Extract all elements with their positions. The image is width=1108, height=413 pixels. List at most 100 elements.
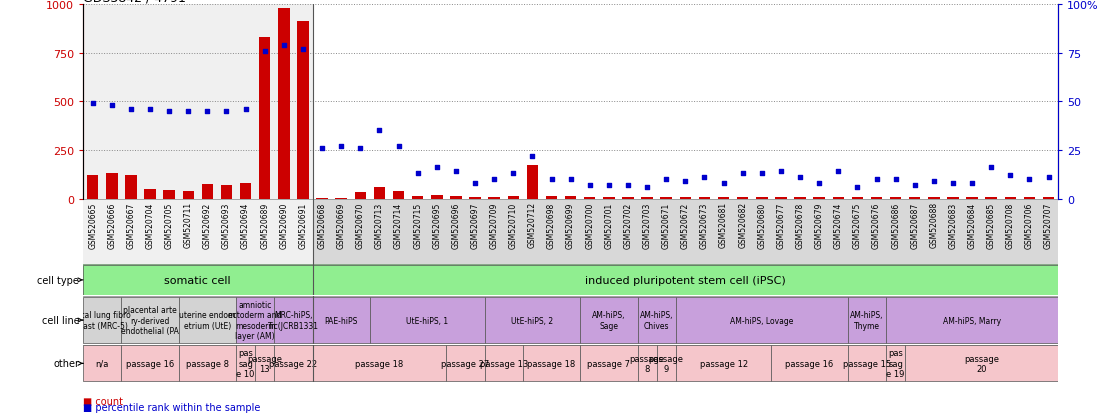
Point (753, 171, 771, 177)
Bar (236, 346, 255, 381)
Bar (312, 265, 1058, 296)
Text: somatic cell: somatic cell (164, 275, 232, 285)
Text: GSM520698: GSM520698 (547, 202, 556, 248)
Text: ■ percentile rank within the sample: ■ percentile rank within the sample (83, 402, 260, 412)
Bar (985, 197, 997, 199)
Text: GSM520709: GSM520709 (490, 202, 499, 248)
Bar (852, 197, 863, 199)
Text: GSM520668: GSM520668 (318, 202, 327, 248)
Bar (373, 188, 386, 199)
Text: GSM520706: GSM520706 (1025, 202, 1034, 248)
Bar (450, 197, 462, 199)
Bar (584, 197, 595, 199)
Text: PAE-hiPS: PAE-hiPS (325, 316, 358, 325)
Point (791, 174, 809, 181)
Bar (623, 197, 634, 199)
Point (543, 176, 561, 183)
Bar (776, 197, 787, 199)
Point (370, 128, 388, 135)
Point (332, 143, 350, 150)
Point (772, 169, 790, 175)
Bar (122, 346, 178, 381)
Text: passage 8: passage 8 (186, 359, 229, 368)
Text: pas
sag
e 19: pas sag e 19 (886, 349, 905, 378)
Text: UtE-hiPS, 2: UtE-hiPS, 2 (511, 316, 553, 325)
Point (849, 184, 866, 191)
Point (868, 176, 885, 183)
Point (1020, 176, 1038, 183)
Text: GSM520665: GSM520665 (89, 202, 98, 248)
Bar (275, 346, 312, 381)
Point (715, 180, 732, 187)
Text: GSM520697: GSM520697 (471, 202, 480, 248)
Point (161, 109, 178, 115)
Point (638, 184, 656, 191)
Bar (966, 197, 978, 199)
Bar (718, 197, 729, 199)
Bar (106, 174, 117, 199)
Point (390, 143, 408, 150)
Text: passage
8: passage 8 (629, 354, 665, 373)
Bar (484, 297, 581, 343)
Text: uterine endom
etrium (UtE): uterine endom etrium (UtE) (179, 311, 236, 330)
Point (1002, 173, 1019, 179)
Text: GSM520667: GSM520667 (126, 202, 135, 248)
Text: GSM520715: GSM520715 (413, 202, 422, 248)
Bar (637, 346, 657, 381)
Bar (83, 265, 312, 296)
Point (733, 171, 751, 177)
Bar (83, 346, 122, 381)
Point (84, 101, 102, 107)
Text: GSM520677: GSM520677 (777, 202, 786, 248)
Text: cell type: cell type (38, 275, 80, 285)
Bar (297, 22, 309, 199)
Text: GSM520700: GSM520700 (585, 202, 594, 248)
Text: MRC-hiPS,
Tic(JCRB1331: MRC-hiPS, Tic(JCRB1331 (268, 311, 319, 330)
Bar (657, 346, 676, 381)
Bar (737, 197, 748, 199)
Text: GSM520666: GSM520666 (107, 202, 116, 248)
Bar (565, 197, 576, 199)
Point (217, 109, 235, 115)
Text: passage
9: passage 9 (648, 354, 684, 373)
Bar (275, 297, 312, 343)
Bar (771, 346, 848, 381)
Bar (312, 345, 1058, 382)
Text: other: other (53, 358, 80, 368)
Bar (848, 346, 886, 381)
Point (314, 145, 331, 152)
Text: GSM520694: GSM520694 (242, 202, 250, 248)
Bar (255, 346, 275, 381)
Text: induced pluripotent stem cell (iPSC): induced pluripotent stem cell (iPSC) (585, 275, 786, 285)
Text: passage 12: passage 12 (699, 359, 748, 368)
Text: GSM520687: GSM520687 (911, 202, 920, 248)
Point (1039, 174, 1057, 181)
Text: pas
sag
e 10: pas sag e 10 (236, 349, 255, 378)
Point (256, 48, 274, 55)
Point (504, 171, 522, 177)
Point (657, 176, 675, 183)
Point (294, 46, 311, 53)
Text: ■ count: ■ count (83, 396, 123, 406)
Text: GSM520713: GSM520713 (375, 202, 384, 248)
Text: GSM520688: GSM520688 (930, 202, 938, 248)
Bar (905, 346, 1058, 381)
Bar (890, 197, 902, 199)
Text: fetal lung fibro
blast (MRC-5): fetal lung fibro blast (MRC-5) (74, 311, 131, 330)
Bar (507, 197, 519, 199)
Text: passage 16: passage 16 (786, 359, 833, 368)
Text: passage 16: passage 16 (126, 359, 174, 368)
Bar (848, 297, 886, 343)
Point (810, 180, 828, 187)
Bar (125, 176, 136, 199)
Point (409, 171, 427, 177)
Point (677, 178, 695, 185)
Bar (637, 297, 676, 343)
Point (983, 165, 1001, 171)
Bar (886, 297, 1058, 343)
Text: GSM520683: GSM520683 (948, 202, 957, 248)
Bar (259, 38, 270, 199)
Bar (447, 346, 484, 381)
Point (830, 169, 848, 175)
Text: GSM520674: GSM520674 (834, 202, 843, 248)
